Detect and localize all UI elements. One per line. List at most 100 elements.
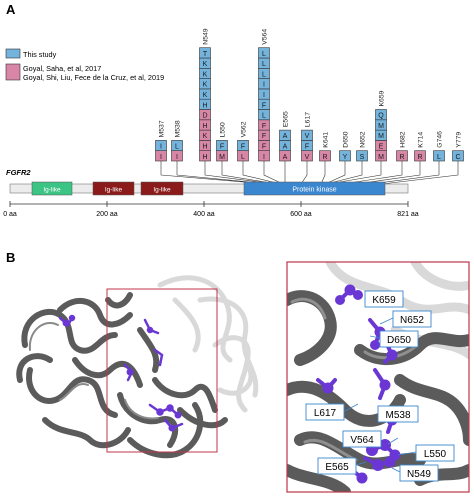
mutation-m538: I L M538 [171, 120, 271, 185]
structure-residues [58, 314, 184, 432]
mutation-cell [356, 150, 368, 162]
zoom-ribbons [287, 290, 469, 492]
legend-label-goyal-2019: Goyal, Shi, Liu, Fece de la Cruz, et al,… [23, 73, 164, 82]
axis-tick-200: 200 aa [96, 211, 118, 218]
mutation-residue: R [399, 154, 404, 161]
residue-label-d650: D650 [379, 330, 419, 348]
legend-label-this-study: This study [23, 50, 57, 59]
mutation-residue: F [220, 144, 224, 151]
mutation-residue: L [262, 113, 266, 120]
mutation-cell [375, 109, 387, 121]
protein-structure-overview [16, 275, 259, 459]
mutation-residue: H [202, 144, 207, 151]
mutation-residue: D [202, 113, 207, 120]
mutation-residue: K [203, 71, 208, 78]
mutation-residue: L [437, 154, 441, 161]
mutation-residue: L [262, 51, 266, 58]
mutation-residue: F [305, 144, 309, 151]
mutation-residue: L [262, 61, 266, 68]
legend-label-goyal-2017: Goyal, Saha, et al, 2017 [23, 64, 101, 73]
amino-acid-axis: 0 aa 200 aa 400 aa 600 aa 821 aa [3, 201, 419, 218]
mutation-residue: S [360, 154, 365, 161]
mutation-residue: L [241, 154, 245, 161]
mutation-site-label: M538 [175, 120, 182, 137]
mutation-residue: C [455, 154, 460, 161]
mutation-g746: L G746 [370, 131, 445, 185]
residue-label-text: D650 [387, 335, 411, 346]
mutation-l617: VFV L617 [300, 112, 313, 185]
residue-label-l550: L550 [415, 444, 455, 462]
mutation-d650: Y D650 [324, 131, 351, 185]
mutation-residue: H [202, 123, 207, 130]
mutation-residue: I [176, 154, 178, 161]
mutation-residue: K [203, 61, 208, 68]
axis-tick-600: 600 aa [290, 211, 312, 218]
mutation-cell [452, 150, 464, 162]
residue-label-n549: N549 [399, 464, 439, 482]
mutation-residue: I [263, 82, 265, 89]
mutation-residue: I [160, 154, 162, 161]
mutation-stacks: IIM537ILM538HHKHDHKKKKTN549MFL550LFV562I… [155, 28, 464, 185]
zoom-region-box [106, 288, 218, 453]
mutation-leader-line [176, 161, 271, 185]
mutation-cell [216, 140, 228, 151]
mutation-site-label: L550 [220, 122, 227, 137]
mutation-y779: C Y779 [381, 132, 464, 185]
mutation-cell [279, 129, 291, 141]
mutation-residue: F [262, 102, 266, 109]
residue-label-text: M538 [385, 410, 410, 421]
legend-swatch-this-study [5, 48, 21, 59]
mutation-residue: F [262, 133, 266, 140]
residue-label-n652: N652 [392, 310, 432, 328]
mutation-residue: K [203, 133, 208, 140]
residue-label-text: N549 [407, 469, 431, 480]
mutation-residue: R [417, 154, 422, 161]
mutation-site-label: Y779 [456, 132, 463, 148]
mutation-residue: F [262, 144, 266, 151]
mutation-site-label: D650 [343, 131, 350, 147]
domain-label: Protein kinase [292, 187, 336, 194]
mutation-cell [433, 150, 445, 162]
structure-ribbons [16, 292, 228, 459]
mutation-residue: F [262, 123, 266, 130]
structure-background-ribbons [157, 275, 259, 413]
mutation-n652: S N652 [325, 131, 368, 185]
residue-label-text: L550 [424, 449, 447, 460]
axis-tick-821: 821 aa [397, 211, 419, 218]
protein-structure-zoom: K659 N652 D650 L617 M538 V564 [286, 261, 470, 493]
mutation-leader-line [242, 161, 282, 185]
mutation-residue: M [378, 123, 384, 130]
mutation-cell [155, 140, 167, 151]
mutation-site-label: L617 [305, 112, 312, 127]
protein-backbone [9, 183, 409, 194]
mutation-leader-line [381, 161, 459, 185]
mutation-residue: M [378, 154, 384, 161]
mutation-residue: E [379, 144, 384, 151]
domain-ig-like-1: Ig-like [31, 181, 73, 196]
gene-name: FGFR2 [6, 168, 31, 177]
axis-tick-400: 400 aa [193, 211, 215, 218]
mutation-h682: R H682 [341, 131, 408, 185]
mutation-residue: F [241, 144, 245, 151]
mutation-site-label: V564 [262, 29, 269, 45]
mutation-cell [319, 150, 331, 162]
mutation-residue: M [378, 133, 384, 140]
mutation-leader-line [341, 161, 403, 185]
mutation-residue: K [203, 92, 208, 99]
residue-label-text: V564 [350, 435, 374, 446]
mutation-residue: V [305, 154, 310, 161]
mutation-leader-line [370, 161, 440, 185]
residue-label-text: E565 [325, 462, 349, 473]
mutation-cell [339, 150, 351, 162]
mutation-site-label: H682 [400, 131, 407, 147]
mutation-site-label: N652 [360, 131, 367, 147]
mutation-cell [414, 150, 426, 162]
residue-label-k659: K659 [364, 290, 404, 308]
panel-a-label: A [6, 2, 16, 17]
mutation-residue: I [263, 154, 265, 161]
residue-label-text: N652 [400, 315, 424, 326]
